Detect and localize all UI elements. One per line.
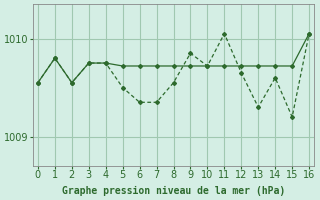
X-axis label: Graphe pression niveau de la mer (hPa): Graphe pression niveau de la mer (hPa): [62, 186, 285, 196]
